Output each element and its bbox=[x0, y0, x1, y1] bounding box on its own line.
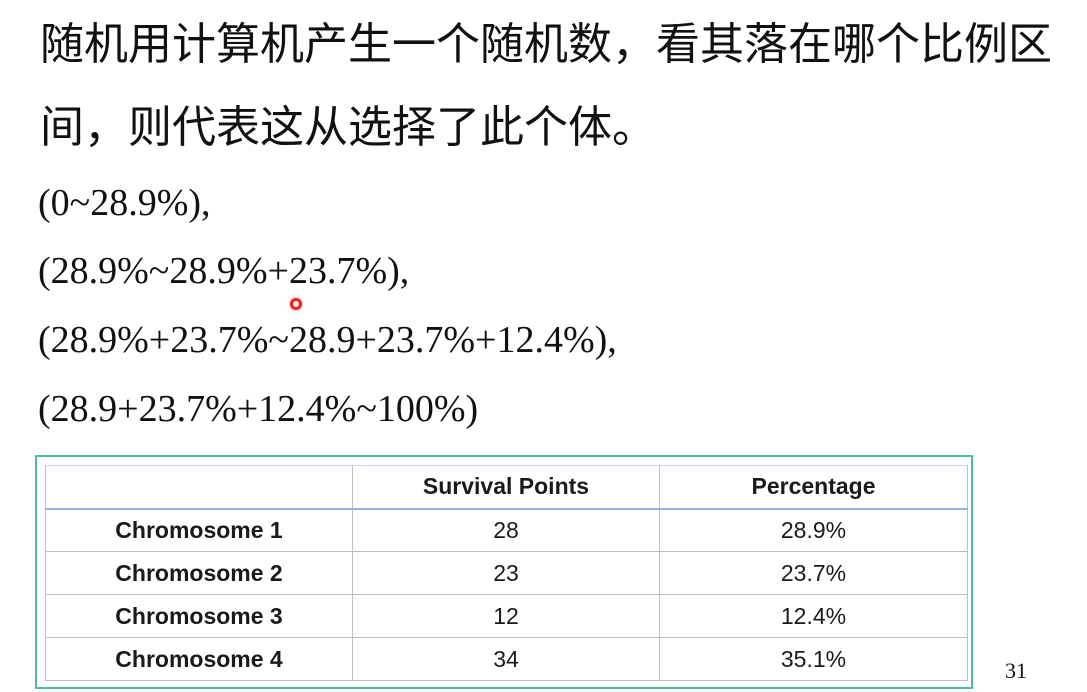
table-row-label: Chromosome 1 bbox=[45, 508, 353, 552]
table-row-label: Chromosome 4 bbox=[45, 637, 353, 681]
table-row-label: Chromosome 3 bbox=[45, 594, 353, 638]
table-cell: 28 bbox=[352, 508, 660, 552]
table-row: Chromosome 4 34 35.1% bbox=[45, 637, 968, 681]
laser-pointer-icon bbox=[290, 298, 302, 310]
interval-line: (28.9%+23.7%~28.9+23.7%+12.4%), bbox=[38, 319, 617, 361]
table-header-cell: Percentage bbox=[659, 465, 968, 510]
table-cell: 34 bbox=[352, 637, 660, 681]
table-cell: 35.1% bbox=[659, 637, 968, 681]
interval-line: (28.9+23.7%+12.4%~100%) bbox=[38, 388, 479, 430]
interval-line: (0~28.9%), bbox=[38, 182, 211, 224]
survival-table: Survival Points Percentage Chromosome 1 … bbox=[45, 465, 968, 681]
page-number: 31 bbox=[1005, 658, 1027, 683]
table-row-label: Chromosome 2 bbox=[45, 551, 353, 595]
table-header-cell: Survival Points bbox=[352, 465, 660, 510]
table-header-cell bbox=[45, 465, 353, 510]
table-row: Chromosome 3 12 12.4% bbox=[45, 594, 968, 638]
table-frame: Survival Points Percentage Chromosome 1 … bbox=[35, 455, 973, 689]
table-cell: 12 bbox=[352, 594, 660, 638]
table-header-row: Survival Points Percentage bbox=[45, 465, 968, 510]
table-cell: 23 bbox=[352, 551, 660, 595]
body-text-line-1: 随机用计算机产生一个随机数，看其落在哪个比例区 bbox=[40, 19, 1052, 70]
table-cell: 28.9% bbox=[659, 508, 968, 552]
table-row: Chromosome 2 23 23.7% bbox=[45, 551, 968, 595]
table-row: Chromosome 1 28 28.9% bbox=[45, 508, 968, 552]
table-cell: 12.4% bbox=[659, 594, 968, 638]
body-text-line-2: 间，则代表这从选择了此个体。 bbox=[40, 102, 656, 153]
interval-line: (28.9%~28.9%+23.7%), bbox=[38, 250, 410, 292]
table-cell: 23.7% bbox=[659, 551, 968, 595]
